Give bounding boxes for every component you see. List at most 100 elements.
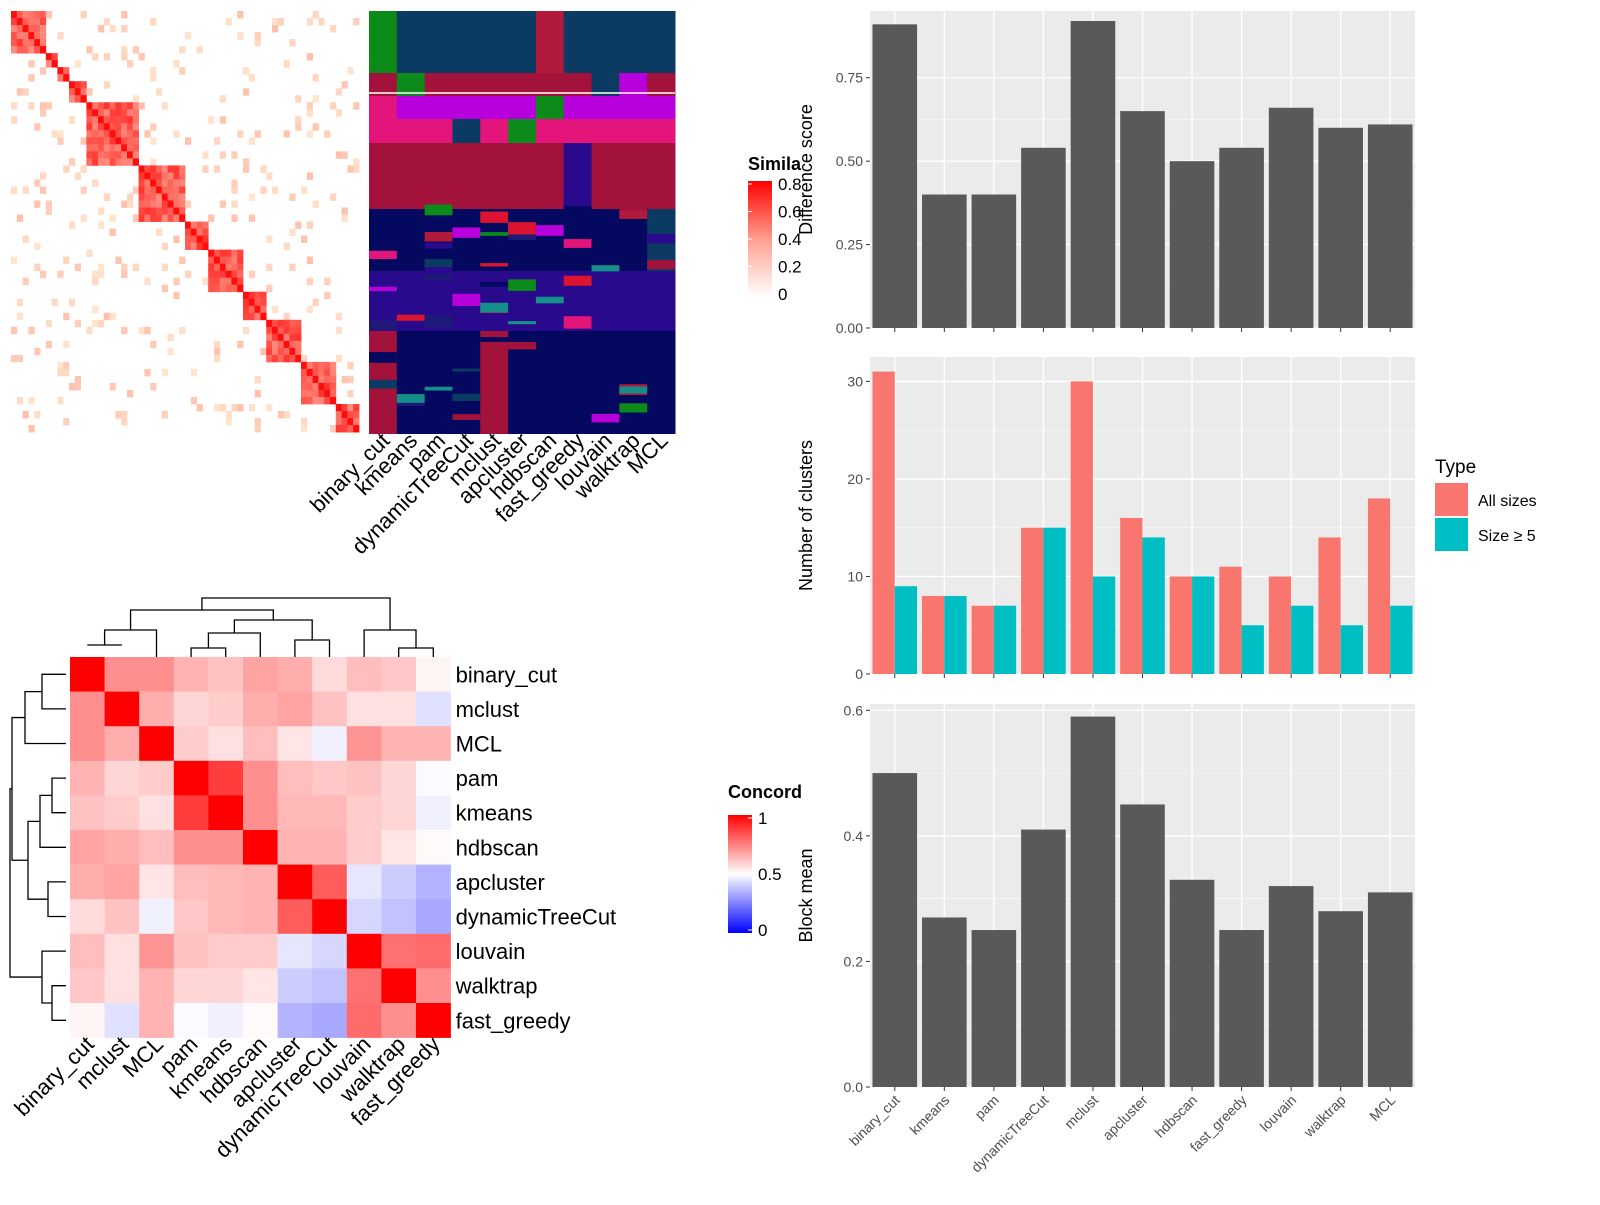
bar (1268, 107, 1314, 328)
similarity-cell (231, 214, 238, 222)
similarity-cell (86, 46, 93, 54)
assignment-cell (480, 119, 509, 143)
concordance-cell (243, 657, 278, 692)
similarity-cell (28, 11, 35, 19)
concordance-cell (312, 899, 348, 935)
similarity-cell (127, 109, 134, 117)
assignment-cell (647, 233, 675, 244)
similarity-cell (115, 130, 122, 138)
similarity-cell (214, 263, 221, 272)
similarity-cell (295, 347, 302, 356)
similarity-cell (132, 123, 139, 131)
similarity-cell (353, 418, 360, 426)
similarity-cell (132, 109, 139, 117)
similarity-cell (138, 326, 145, 335)
bar (872, 24, 918, 328)
similarity-cell (318, 368, 325, 377)
assignment-cell (369, 11, 398, 73)
similarity-cell (98, 116, 105, 124)
similarity-cell (45, 319, 52, 328)
assignment-cell (424, 96, 453, 119)
concordance-cell (139, 1003, 175, 1038)
bar-size-ge-5 (894, 586, 918, 674)
y-tick-label: 0.4 (844, 828, 864, 844)
similarity-cell (103, 144, 110, 152)
similarity-cell (301, 382, 308, 391)
bar (872, 773, 918, 1087)
similarity-cell (272, 340, 279, 349)
similarity-cell (214, 284, 221, 293)
bar (1120, 111, 1165, 329)
similarity-cell (161, 172, 168, 180)
concordance-cell (312, 760, 348, 796)
concordance-cell (346, 968, 382, 1004)
similarity-cell (214, 277, 221, 286)
similarity-cell (57, 67, 64, 75)
similarity-cell (301, 186, 308, 194)
similarity-cell (341, 411, 348, 419)
similarity-cell (277, 347, 284, 356)
y-tick-label: 0.00 (836, 320, 863, 336)
similarity-legend-tick-label: 0.6 (778, 203, 802, 222)
assignment-cell (480, 337, 509, 342)
legend-label: Size ≥ 5 (1478, 528, 1536, 545)
similarity-cell (237, 340, 244, 349)
similarity-cell (306, 361, 313, 370)
similarity-cell (132, 130, 139, 138)
similarity-cell (248, 291, 255, 300)
assignment-cell (563, 219, 592, 227)
similarity-cell (115, 102, 122, 110)
similarity-cell (150, 172, 157, 180)
assignment-cell (619, 331, 648, 434)
similarity-cell (318, 361, 325, 370)
concordance-cell (381, 1003, 417, 1038)
similarity-cell (266, 333, 273, 342)
assignment-cell (396, 119, 426, 143)
similarity-cell (74, 88, 81, 96)
similarity-cell (69, 95, 76, 103)
assignment-cell (619, 210, 648, 219)
similarity-cell (324, 375, 331, 384)
concordance-cell (312, 795, 348, 831)
similarity-cell (277, 319, 284, 328)
similarity-cell (179, 256, 186, 265)
similarity-cell (173, 193, 180, 201)
similarity-cell (295, 333, 302, 342)
assignment-cell (508, 119, 537, 143)
similarity-cell (179, 326, 186, 335)
similarity-cell (225, 249, 232, 258)
similarity-cell (74, 263, 81, 272)
assignment-matrix (369, 11, 676, 434)
similarity-cell (266, 354, 273, 363)
similarity-cell (40, 172, 47, 180)
concordance-cell (70, 1003, 105, 1038)
similarity-cell (231, 284, 238, 293)
bar-size-ge-5 (1142, 537, 1165, 674)
similarity-cell (109, 228, 116, 236)
assignment-cell (619, 386, 648, 394)
similarity-cell (335, 312, 342, 321)
concordance-cell (312, 657, 348, 692)
similarity-cell (121, 11, 128, 19)
concordance-cell (312, 830, 348, 865)
similarity-cell (347, 361, 354, 370)
similarity-cell (115, 137, 122, 145)
concordance-legend-tick-label: 0.5 (758, 865, 782, 884)
similarity-cell (272, 347, 279, 356)
concordance-cell (416, 1003, 451, 1038)
concordance-cell (208, 968, 244, 1004)
assignment-cell (396, 271, 426, 331)
similarity-cell (202, 235, 209, 243)
similarity-cell (98, 137, 105, 145)
similarity-cell (40, 102, 47, 110)
bar-charts: 0.00 0.25 0.50 0.75 Difference score 0 10 20 30 N… (796, 11, 1537, 1175)
similarity-cell (80, 88, 87, 96)
similarity-cell (306, 305, 313, 314)
similarity-cell (28, 396, 35, 405)
assignment-cell (535, 225, 564, 236)
assignment-cell (480, 282, 509, 287)
similarity-cell (266, 347, 273, 356)
similarity-cell (40, 18, 47, 26)
similarity-cell (179, 200, 186, 208)
